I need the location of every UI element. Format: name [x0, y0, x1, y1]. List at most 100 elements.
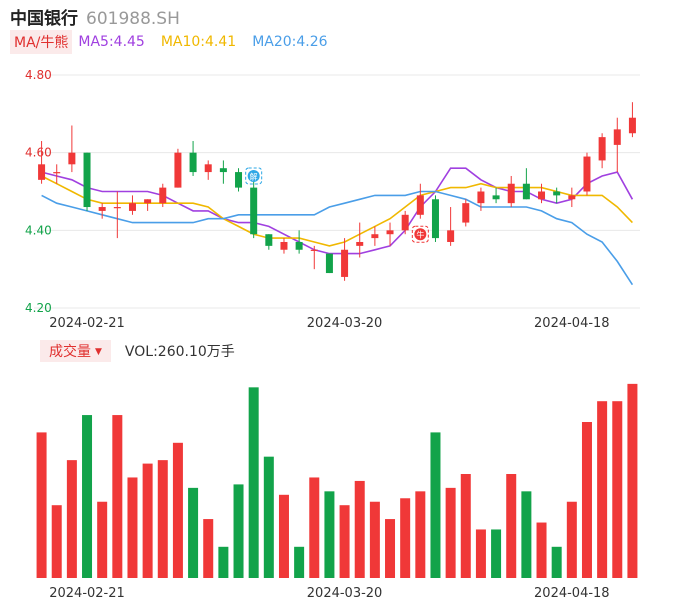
candle[interactable] [265, 234, 273, 250]
volume-bar[interactable] [51, 505, 62, 578]
candle[interactable] [462, 199, 470, 227]
candle[interactable] [310, 245, 318, 270]
volume-bar[interactable] [475, 529, 486, 578]
candle[interactable] [538, 183, 546, 204]
volume-bar[interactable] [400, 498, 411, 578]
candle[interactable] [98, 203, 106, 219]
candle-body [38, 164, 46, 180]
candle[interactable] [280, 238, 288, 254]
volume-bar[interactable] [218, 546, 229, 578]
candle[interactable] [507, 175, 515, 208]
volume-bar[interactable] [66, 460, 77, 578]
candle[interactable] [219, 160, 227, 184]
price-tick-label: 4.60 [25, 146, 52, 160]
volume-bar[interactable] [521, 491, 532, 578]
candle[interactable] [522, 168, 530, 200]
ma5-legend: MA5:4.45 [78, 34, 145, 50]
volume-bar[interactable] [278, 494, 289, 578]
candle[interactable] [386, 222, 394, 246]
marker-badge [247, 169, 260, 182]
volume-bar[interactable] [506, 474, 517, 578]
candle[interactable] [250, 179, 258, 239]
candle[interactable] [113, 191, 121, 239]
volume-bar[interactable] [385, 519, 396, 578]
volume-bar[interactable] [597, 401, 608, 578]
volume-bar[interactable] [369, 501, 380, 578]
candle[interactable] [325, 253, 333, 274]
candle[interactable] [492, 187, 500, 204]
candle[interactable] [553, 187, 561, 204]
volume-bar[interactable] [430, 432, 441, 578]
volume-bar[interactable] [157, 460, 168, 578]
candle[interactable] [568, 187, 576, 208]
price-grid [34, 74, 640, 309]
volume-bar[interactable] [82, 415, 93, 578]
candle-body [159, 187, 167, 204]
marker-frame [411, 225, 429, 243]
volume-bar[interactable] [127, 477, 138, 578]
volume-bar[interactable] [324, 491, 335, 578]
volume-bar[interactable] [112, 415, 123, 578]
volume-bar[interactable] [612, 401, 623, 578]
candle[interactable] [189, 141, 197, 176]
stock-code: 601988.SH [86, 9, 180, 29]
volume-bar[interactable] [97, 501, 108, 578]
volume-bar[interactable] [263, 456, 274, 578]
volume-bar[interactable] [339, 505, 350, 578]
candle[interactable] [174, 148, 182, 188]
volume-bar[interactable] [627, 383, 638, 578]
candle[interactable] [53, 164, 61, 184]
volume-bar[interactable] [172, 442, 183, 578]
candle-body [83, 152, 91, 208]
volume-bar[interactable] [248, 387, 259, 578]
volume-bar[interactable] [415, 491, 426, 578]
signal-marker[interactable]: 牛 [411, 225, 429, 243]
volume-bar[interactable] [233, 484, 244, 578]
candle[interactable] [598, 133, 606, 169]
volume-bar[interactable] [354, 480, 365, 578]
candle[interactable] [295, 230, 303, 254]
volume-bar[interactable] [36, 432, 47, 578]
volume-bar[interactable] [203, 519, 214, 578]
volume-bar[interactable] [491, 529, 502, 578]
candle[interactable] [447, 207, 455, 246]
volume-bar[interactable] [142, 463, 153, 578]
candle[interactable] [371, 226, 379, 246]
candle-body [628, 117, 636, 134]
candle[interactable] [356, 222, 364, 258]
signal-marker[interactable]: 解 [245, 167, 263, 185]
volume-bar[interactable] [445, 487, 456, 578]
candle[interactable] [401, 210, 409, 235]
volume-date-tick-label: 2024-04-18 [534, 586, 610, 601]
volume-bar[interactable] [309, 477, 320, 578]
candle[interactable] [341, 238, 349, 281]
candle[interactable] [431, 195, 439, 242]
ma20-legend: MA20:4.26 [252, 34, 328, 50]
candle[interactable] [68, 125, 76, 173]
volume-bar[interactable] [536, 522, 547, 578]
candle[interactable] [477, 187, 485, 211]
candle[interactable] [144, 199, 152, 211]
candle[interactable] [159, 183, 167, 208]
candle-body [553, 191, 561, 196]
dropdown-caret-icon: ▼ [95, 347, 102, 357]
candle[interactable] [83, 152, 91, 211]
candle[interactable] [128, 195, 136, 215]
volume-bar[interactable] [460, 474, 471, 578]
candle[interactable] [416, 183, 424, 219]
candle[interactable] [235, 168, 243, 192]
volume-bar[interactable] [566, 501, 577, 578]
volume-bar[interactable] [551, 546, 562, 578]
candle[interactable] [583, 152, 591, 196]
candle-body [310, 249, 318, 251]
volume-bar[interactable] [581, 422, 592, 578]
candle[interactable] [38, 141, 46, 184]
candle[interactable] [613, 117, 621, 173]
candle[interactable] [204, 160, 212, 180]
ma-selector-button[interactable]: MA/牛熊 [10, 30, 73, 54]
volume-selector-button[interactable]: 成交量 ▼ [40, 340, 111, 362]
volume-bar[interactable] [188, 487, 199, 578]
candle[interactable] [628, 102, 636, 138]
volume-bar[interactable] [294, 546, 305, 578]
